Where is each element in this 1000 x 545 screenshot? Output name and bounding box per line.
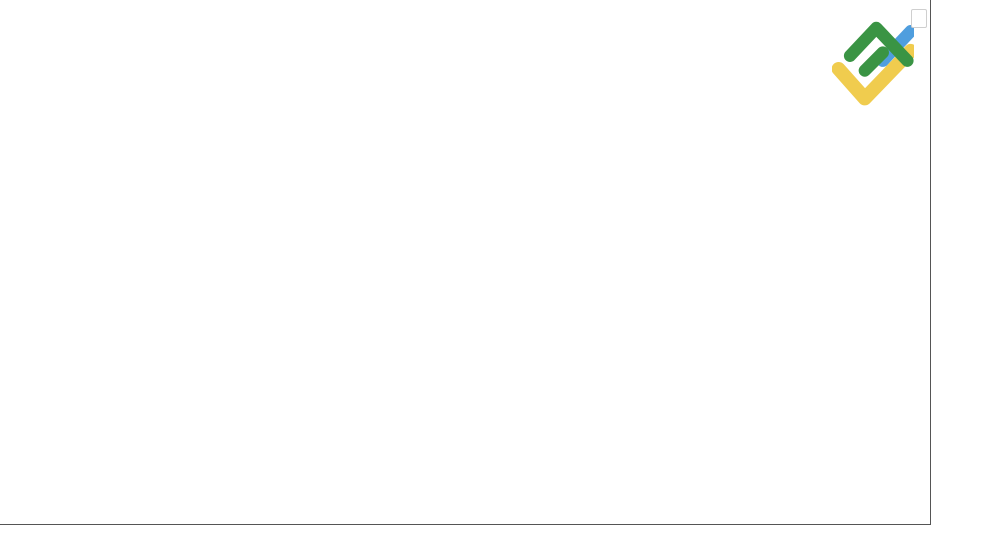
litefinance-logo	[831, 18, 918, 110]
logo-svg	[831, 21, 918, 106]
chart-plot-area[interactable]	[0, 0, 931, 525]
logo-green-lower	[858, 46, 889, 77]
logo-yellow-check	[831, 43, 918, 106]
time-axis[interactable]	[0, 525, 1000, 545]
forecast-projection	[0, 0, 930, 524]
logo-green-upper	[843, 21, 914, 67]
text-tool-button[interactable]	[911, 9, 927, 28]
price-axis[interactable]	[931, 0, 1000, 524]
